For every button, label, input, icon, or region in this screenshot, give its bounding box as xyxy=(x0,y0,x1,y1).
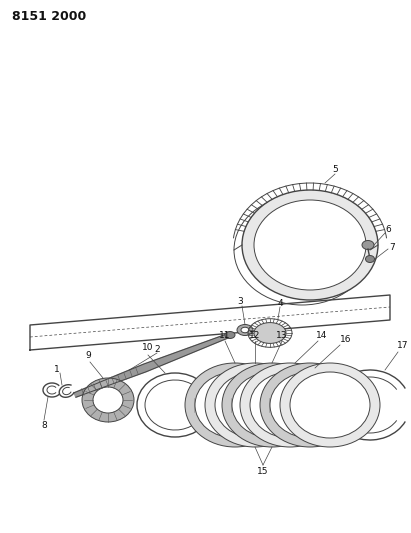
Ellipse shape xyxy=(237,325,253,335)
Text: 3: 3 xyxy=(237,297,243,306)
Text: 11: 11 xyxy=(219,330,231,340)
Text: 16: 16 xyxy=(340,335,352,343)
Text: 8151 2000: 8151 2000 xyxy=(12,10,86,23)
Ellipse shape xyxy=(254,322,286,343)
Ellipse shape xyxy=(290,372,370,438)
Text: 14: 14 xyxy=(316,330,328,340)
Ellipse shape xyxy=(222,363,322,447)
Text: 12: 12 xyxy=(249,330,261,340)
Ellipse shape xyxy=(365,255,374,262)
Ellipse shape xyxy=(240,363,340,447)
Ellipse shape xyxy=(362,240,374,249)
Ellipse shape xyxy=(93,387,123,413)
Ellipse shape xyxy=(270,372,350,438)
Text: 7: 7 xyxy=(389,243,395,252)
Polygon shape xyxy=(74,333,231,397)
Text: 1: 1 xyxy=(54,365,60,374)
Text: 6: 6 xyxy=(385,224,391,233)
Ellipse shape xyxy=(254,200,366,290)
Ellipse shape xyxy=(280,363,380,447)
Ellipse shape xyxy=(225,332,235,338)
Text: 4: 4 xyxy=(277,298,283,308)
Text: 17: 17 xyxy=(397,342,409,351)
Ellipse shape xyxy=(242,190,378,300)
Ellipse shape xyxy=(195,372,275,438)
Text: 8: 8 xyxy=(41,422,47,431)
Text: 2: 2 xyxy=(154,344,160,353)
Text: 13: 13 xyxy=(276,330,288,340)
Ellipse shape xyxy=(232,372,312,438)
Ellipse shape xyxy=(185,363,285,447)
Ellipse shape xyxy=(241,327,249,333)
Ellipse shape xyxy=(205,363,305,447)
Ellipse shape xyxy=(215,372,295,438)
Text: 10: 10 xyxy=(142,343,154,352)
Ellipse shape xyxy=(250,372,330,438)
Text: 9: 9 xyxy=(85,351,91,360)
Text: 5: 5 xyxy=(332,166,338,174)
Ellipse shape xyxy=(260,363,360,447)
Ellipse shape xyxy=(82,378,134,422)
Text: 15: 15 xyxy=(257,466,269,475)
